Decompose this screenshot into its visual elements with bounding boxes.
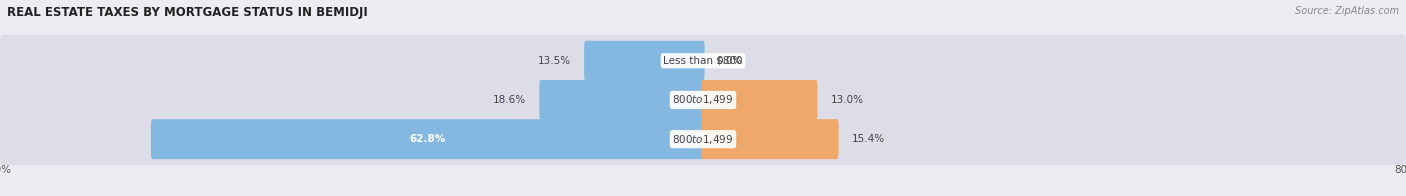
Text: 18.6%: 18.6% bbox=[494, 95, 526, 105]
Text: $800 to $1,499: $800 to $1,499 bbox=[672, 93, 734, 106]
Text: 13.0%: 13.0% bbox=[831, 95, 863, 105]
FancyBboxPatch shape bbox=[150, 119, 704, 159]
Text: 62.8%: 62.8% bbox=[409, 134, 446, 144]
FancyBboxPatch shape bbox=[0, 35, 1406, 87]
FancyBboxPatch shape bbox=[540, 80, 704, 120]
Text: REAL ESTATE TAXES BY MORTGAGE STATUS IN BEMIDJI: REAL ESTATE TAXES BY MORTGAGE STATUS IN … bbox=[7, 6, 368, 19]
FancyBboxPatch shape bbox=[0, 74, 1406, 126]
Text: 0.0%: 0.0% bbox=[716, 56, 742, 66]
FancyBboxPatch shape bbox=[702, 80, 817, 120]
Text: Less than $800: Less than $800 bbox=[664, 56, 742, 66]
Text: $800 to $1,499: $800 to $1,499 bbox=[672, 133, 734, 146]
Text: 13.5%: 13.5% bbox=[538, 56, 571, 66]
Text: Source: ZipAtlas.com: Source: ZipAtlas.com bbox=[1295, 6, 1399, 16]
FancyBboxPatch shape bbox=[702, 119, 838, 159]
Text: 15.4%: 15.4% bbox=[852, 134, 884, 144]
FancyBboxPatch shape bbox=[0, 113, 1406, 165]
FancyBboxPatch shape bbox=[583, 41, 704, 81]
